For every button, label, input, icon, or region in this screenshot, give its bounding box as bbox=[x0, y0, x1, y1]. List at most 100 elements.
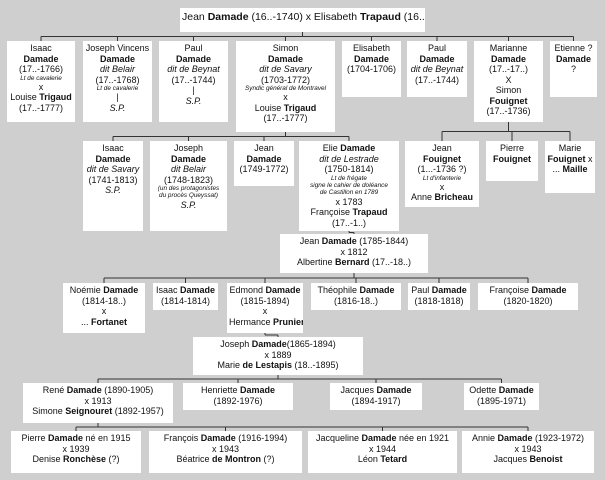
person-text: S.P. bbox=[185, 95, 202, 106]
gen7-person-box: Annie Damade (1923-1972) x 1943 Jacques Be… bbox=[462, 431, 594, 473]
surname: Damade bbox=[200, 433, 236, 443]
person-line: (1815-1894) bbox=[229, 296, 301, 307]
person-line: ... Fortanet bbox=[65, 317, 143, 328]
surname: Damade bbox=[207, 11, 249, 23]
person-text: né en 1915 bbox=[82, 433, 131, 443]
person-text: Isaac bbox=[155, 285, 180, 295]
person-line: Damade bbox=[344, 54, 399, 65]
surname: Damade bbox=[419, 53, 455, 64]
surname: Damade bbox=[95, 153, 131, 164]
person-text: x 1939 bbox=[62, 443, 90, 454]
surname: Damade bbox=[175, 53, 211, 64]
person-line: (17..-1766) bbox=[9, 64, 73, 75]
person-line: x bbox=[238, 92, 333, 103]
person-text: François bbox=[163, 433, 201, 443]
person-line: Simon bbox=[238, 43, 333, 54]
person-text: signe le cahier de doléance bbox=[310, 181, 388, 189]
person-line: Henriette Damade bbox=[185, 385, 291, 396]
person-text: (1923-1972) bbox=[532, 433, 585, 443]
gen2-person-box: Jean Damade (1749-1772) bbox=[234, 141, 294, 186]
person-line: Jean Damade (1785-1844) bbox=[282, 236, 426, 247]
person-text: x bbox=[283, 92, 288, 103]
person-text: Marie bbox=[217, 360, 243, 370]
person-text: Isaac bbox=[30, 43, 52, 53]
surname: Fouignet bbox=[423, 153, 461, 164]
person-line: Anne Bricheau bbox=[407, 192, 477, 203]
person-line: (1703-1772) bbox=[238, 75, 333, 86]
person-line: x 1812 bbox=[282, 247, 426, 258]
person-line: (1748-1823) bbox=[152, 175, 225, 186]
surname: Damade bbox=[321, 236, 357, 246]
person-text: | bbox=[116, 92, 119, 103]
person-text: Hermance bbox=[229, 316, 274, 327]
person-text: (17..-1777) bbox=[263, 113, 308, 124]
person-text: Louise bbox=[10, 92, 40, 103]
surname: Damade bbox=[246, 153, 282, 164]
person-line: Isaac Damade bbox=[155, 285, 216, 296]
gen6-person-box: René Damade (1890-1905) x 1913 Simone Seig… bbox=[23, 383, 173, 423]
person-line: de Castillon en 1789 bbox=[301, 189, 397, 196]
surname: Damade bbox=[103, 285, 139, 295]
person-line: Noémie Damade bbox=[65, 285, 143, 296]
person-line: Béatrice de Montron (?) bbox=[151, 454, 300, 465]
gen3-person-box: Jean Damade (1785-1844) x 1812 Albertine B… bbox=[280, 234, 428, 273]
person-line: (1749-1772) bbox=[236, 164, 292, 175]
person-text: Syndic général de Montravel bbox=[245, 85, 326, 92]
gen1-person-box: Paul Damade dit de Beynat (17..-1744) bbox=[407, 41, 467, 97]
person-line: (1816-18..) bbox=[313, 296, 399, 307]
person-text: Elie bbox=[322, 143, 341, 153]
person-text: x 1889 bbox=[264, 349, 292, 360]
person-line: x bbox=[65, 306, 143, 317]
person-line: (17..-1744) bbox=[409, 75, 465, 86]
person-text: (1865-1894) bbox=[286, 339, 336, 349]
person-line: (1741-1813) bbox=[85, 175, 141, 186]
person-text: S.P. bbox=[180, 199, 197, 210]
person-text: Odette bbox=[469, 385, 499, 395]
person-line: Joseph Vincens bbox=[85, 43, 150, 54]
person-text: Jacques bbox=[493, 454, 530, 464]
surname: Bernard bbox=[335, 257, 370, 267]
person-text: x bbox=[585, 153, 593, 164]
person-line: (1894-1917) bbox=[332, 396, 420, 407]
person-line: (1895-1971) bbox=[466, 396, 537, 407]
gen1-person-box: Joseph Vincens Damade dit Belair (17..-1768… bbox=[83, 41, 152, 122]
person-text: (17..-1736) bbox=[486, 106, 531, 116]
person-line: dit de Savary bbox=[85, 164, 141, 175]
surname: Trigaud bbox=[283, 102, 317, 113]
person-line: Damade bbox=[238, 54, 333, 65]
gen5-person-box: Joseph Damade(1865-1894) x 1889 Marie de L… bbox=[193, 337, 363, 375]
person-line: | bbox=[85, 92, 150, 103]
surname: Fouignet bbox=[493, 153, 531, 164]
person-line: Paul Damade bbox=[410, 285, 468, 296]
person-line: (1820-1820) bbox=[480, 296, 576, 307]
person-line: x bbox=[229, 306, 301, 317]
surname: Trapaud bbox=[360, 11, 401, 23]
person-line: Jean bbox=[407, 143, 477, 154]
person-line: (17..-1736) bbox=[476, 106, 541, 117]
person-text: Jean bbox=[432, 143, 452, 153]
person-text: (1820-1820) bbox=[503, 295, 553, 306]
person-line: Odette Damade bbox=[466, 385, 537, 396]
surname: Fortanet bbox=[91, 316, 127, 327]
person-line: Damade bbox=[409, 54, 465, 65]
person-text: (17..-18..) bbox=[369, 257, 412, 267]
person-line: (1750-1814) bbox=[301, 164, 397, 175]
person-line: x 1913 bbox=[25, 396, 171, 407]
person-line: Marianne bbox=[476, 43, 541, 54]
person-line: Jacqueline Damade née en 1921 bbox=[310, 433, 455, 444]
surname: Damade bbox=[431, 285, 467, 295]
person-text: Béatrice bbox=[176, 454, 213, 464]
person-line: Isaac bbox=[85, 143, 141, 154]
person-line: Lt de frégate bbox=[301, 175, 397, 182]
surname: Tetard bbox=[380, 454, 408, 464]
gen4-person-box: Edmond Damade (1815-1894) x Hermance Prunie… bbox=[227, 283, 303, 333]
person-line: Lt d'infanterie bbox=[407, 175, 477, 182]
person-line: François Damade (1916-1994) bbox=[151, 433, 300, 444]
gen1-person-box: Paul Damade dit de Beynat (17..-1744) | S.P. bbox=[159, 41, 228, 122]
person-text: S.P. bbox=[109, 102, 126, 113]
surname: Benoist bbox=[529, 454, 563, 464]
person-line: (1704-1706) bbox=[344, 64, 399, 75]
person-text: S.P. bbox=[105, 185, 121, 195]
person-line: (17..-1777) bbox=[238, 113, 333, 124]
